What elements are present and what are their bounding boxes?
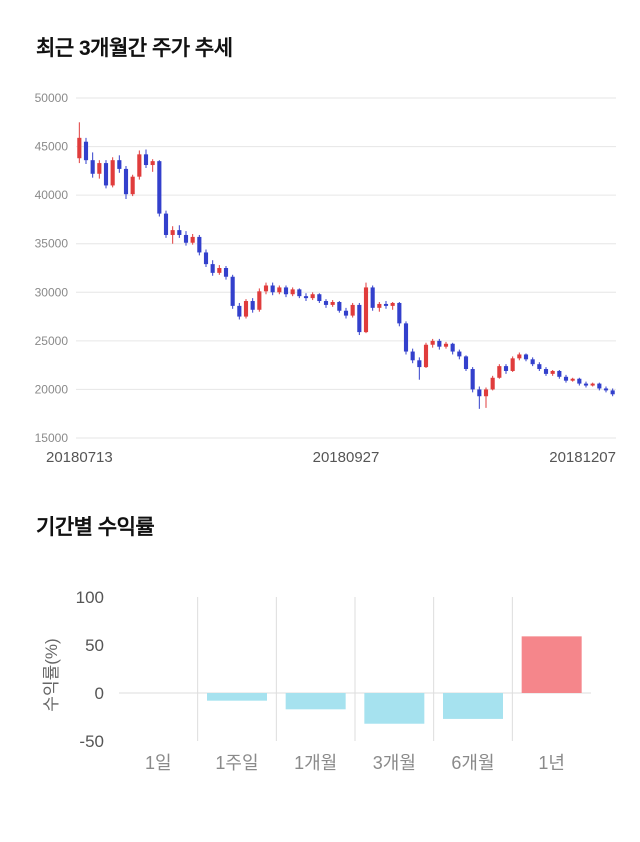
svg-text:6개월: 6개월 <box>451 753 494 773</box>
period-returns-title: 기간별 수익률 <box>36 516 155 539</box>
svg-text:25000: 25000 <box>35 334 69 348</box>
stock-report-page: 최근 3개월간 주가 추세 50000 45000 40000 35000 30000 2… <box>0 32 640 787</box>
svg-text:20180713: 20180713 <box>46 449 113 466</box>
svg-text:0: 0 <box>95 684 104 703</box>
svg-text:35000: 35000 <box>35 237 69 251</box>
svg-text:20181207: 20181207 <box>549 449 616 466</box>
price-trend-title: 최근 3개월간 주가 추세 <box>36 37 233 60</box>
svg-text:40000: 40000 <box>35 188 69 202</box>
price-candlestick-chart: 50000 45000 40000 35000 30000 25000 20000 15000… <box>35 91 616 466</box>
svg-text:20000: 20000 <box>35 382 69 396</box>
svg-text:50000: 50000 <box>35 91 69 105</box>
svg-text:30000: 30000 <box>35 285 69 299</box>
svg-text:1주일: 1주일 <box>215 753 258 773</box>
svg-text:1년: 1년 <box>538 753 565 773</box>
svg-text:15000: 15000 <box>35 431 69 445</box>
svg-text:50: 50 <box>85 636 104 655</box>
svg-text:45000: 45000 <box>35 140 69 154</box>
svg-text:1일: 1일 <box>145 753 172 773</box>
svg-text:20180927: 20180927 <box>313 449 380 466</box>
svg-text:1개월: 1개월 <box>294 753 337 773</box>
svg-text:3개월: 3개월 <box>373 753 416 773</box>
svg-text:수익률(%): 수익률(%) <box>42 638 61 711</box>
svg-text:100: 100 <box>76 588 104 607</box>
svg-text:-50: -50 <box>79 732 104 751</box>
period-returns-bar-chart: 100 50 0 -50 1일 1주일 1개월 3개월 6개월 1년 수익률(%) <box>42 588 591 773</box>
